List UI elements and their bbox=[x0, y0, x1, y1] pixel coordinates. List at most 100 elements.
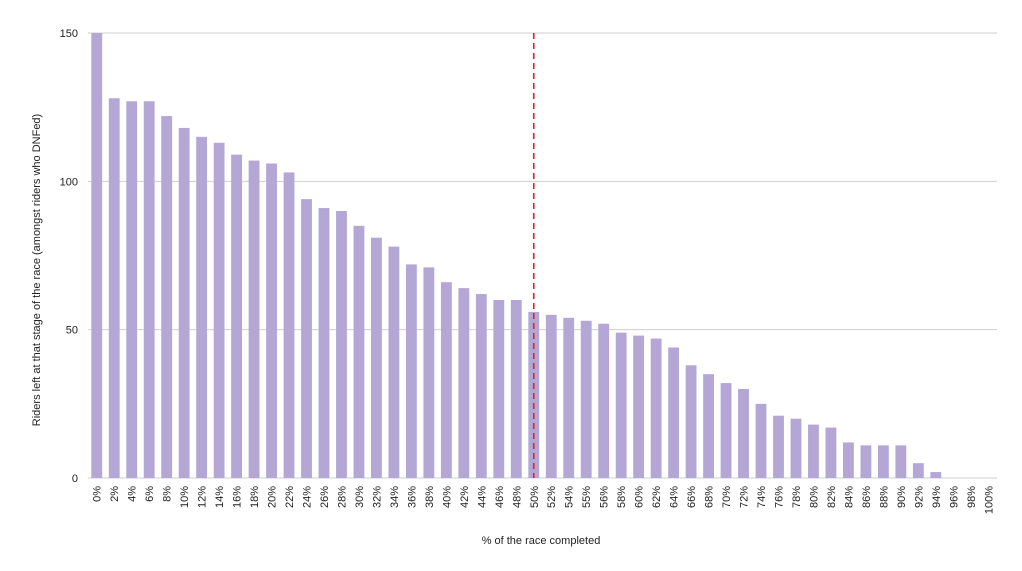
x-tick-label: 0% bbox=[92, 486, 104, 502]
x-tick-label: 52% bbox=[546, 486, 558, 508]
bar bbox=[930, 472, 942, 478]
y-axis-ticks: 0 50 100 150 bbox=[60, 28, 78, 485]
bar bbox=[668, 347, 680, 478]
x-tick-label: 82% bbox=[826, 486, 838, 508]
x-tick-label: 18% bbox=[249, 486, 261, 508]
y-tick-label: 150 bbox=[60, 28, 78, 40]
bar bbox=[912, 463, 924, 478]
bar bbox=[388, 246, 400, 478]
bars bbox=[91, 33, 942, 479]
bar bbox=[790, 418, 802, 478]
bar bbox=[633, 335, 645, 478]
x-tick-label: 56% bbox=[599, 486, 611, 508]
x-tick-label: 36% bbox=[406, 486, 418, 508]
x-tick-label: 84% bbox=[843, 486, 855, 508]
bar bbox=[91, 33, 103, 478]
x-axis-title: % of the race completed bbox=[482, 535, 601, 547]
x-tick-label: 66% bbox=[686, 486, 698, 508]
x-tick-label: 55% bbox=[581, 486, 593, 508]
bar bbox=[510, 300, 522, 478]
x-tick-label: 22% bbox=[284, 486, 296, 508]
bar bbox=[650, 338, 662, 478]
x-tick-label: 54% bbox=[564, 486, 576, 508]
bar bbox=[475, 294, 487, 478]
bar bbox=[545, 314, 557, 478]
x-tick-label: 12% bbox=[197, 486, 209, 508]
x-tick-label: 24% bbox=[302, 486, 314, 508]
x-tick-label: 4% bbox=[127, 486, 139, 502]
x-tick-label: 2% bbox=[109, 486, 121, 502]
bar bbox=[231, 154, 243, 478]
x-tick-label: 10% bbox=[179, 486, 191, 508]
bar bbox=[755, 403, 767, 478]
bar bbox=[336, 211, 347, 478]
x-tick-label: 20% bbox=[267, 486, 279, 508]
bar bbox=[266, 163, 277, 479]
bar bbox=[580, 320, 592, 478]
y-tick-label: 0 bbox=[72, 473, 78, 485]
bar bbox=[126, 101, 138, 478]
x-tick-label: 80% bbox=[808, 486, 820, 508]
x-tick-label: 96% bbox=[948, 486, 960, 508]
x-tick-label: 42% bbox=[459, 486, 471, 508]
x-tick-label: 8% bbox=[162, 486, 174, 502]
bar bbox=[440, 282, 452, 478]
x-tick-label: 60% bbox=[634, 486, 646, 508]
x-tick-label: 98% bbox=[966, 486, 978, 508]
x-tick-label: 46% bbox=[494, 486, 506, 508]
bar bbox=[598, 323, 610, 478]
bar bbox=[301, 199, 312, 478]
x-tick-label: 78% bbox=[791, 486, 803, 508]
bar bbox=[860, 445, 872, 478]
x-tick-label: 44% bbox=[476, 486, 488, 508]
x-tick-label: 32% bbox=[371, 486, 383, 508]
x-tick-label: 74% bbox=[756, 486, 768, 508]
bar bbox=[213, 142, 225, 478]
bar bbox=[371, 237, 382, 478]
x-tick-label: 48% bbox=[511, 486, 523, 508]
bar bbox=[738, 389, 749, 478]
bar bbox=[318, 208, 330, 479]
x-tick-label: 6% bbox=[144, 486, 156, 502]
bar bbox=[143, 101, 155, 478]
x-tick-label: 40% bbox=[441, 486, 453, 508]
x-tick-label: 86% bbox=[861, 486, 873, 508]
x-tick-label: 30% bbox=[354, 486, 366, 508]
bar bbox=[196, 136, 208, 479]
x-tick-label: 14% bbox=[214, 486, 226, 508]
x-tick-label: 88% bbox=[878, 486, 890, 508]
x-tick-label: 92% bbox=[913, 486, 925, 508]
bar bbox=[405, 264, 417, 478]
x-tick-label: 58% bbox=[616, 486, 628, 508]
bar bbox=[108, 98, 120, 479]
x-tick-label: 62% bbox=[651, 486, 663, 508]
bar bbox=[563, 317, 575, 478]
bar bbox=[615, 332, 627, 478]
bar bbox=[283, 172, 295, 478]
x-tick-label: 34% bbox=[389, 486, 401, 508]
bar bbox=[161, 116, 173, 479]
bar bbox=[808, 424, 819, 478]
x-tick-label: 100% bbox=[983, 486, 995, 514]
bar bbox=[423, 267, 435, 478]
y-tick-label: 100 bbox=[60, 176, 78, 188]
x-tick-label: 76% bbox=[773, 486, 785, 508]
bar bbox=[825, 427, 837, 478]
bar bbox=[703, 374, 714, 478]
bar bbox=[493, 300, 505, 478]
x-tick-label: 70% bbox=[721, 486, 733, 508]
x-tick-label: 26% bbox=[319, 486, 331, 508]
bar bbox=[720, 383, 732, 478]
bar bbox=[877, 445, 889, 478]
bar bbox=[248, 160, 260, 479]
bar bbox=[685, 365, 697, 478]
x-tick-label: 72% bbox=[739, 486, 751, 508]
bar bbox=[458, 288, 470, 478]
bar bbox=[773, 415, 784, 478]
x-axis-ticks: 0% 2% 4% 6% 8% 10% 12% 14% 16% 18% 20% 22% 24% 26% 28%… bbox=[92, 486, 996, 514]
x-tick-label: 28% bbox=[336, 486, 348, 508]
x-tick-label: 50% bbox=[529, 486, 541, 508]
x-tick-label: 16% bbox=[232, 486, 244, 508]
y-axis-title: Riders left at that stage of the race (a… bbox=[31, 114, 43, 426]
